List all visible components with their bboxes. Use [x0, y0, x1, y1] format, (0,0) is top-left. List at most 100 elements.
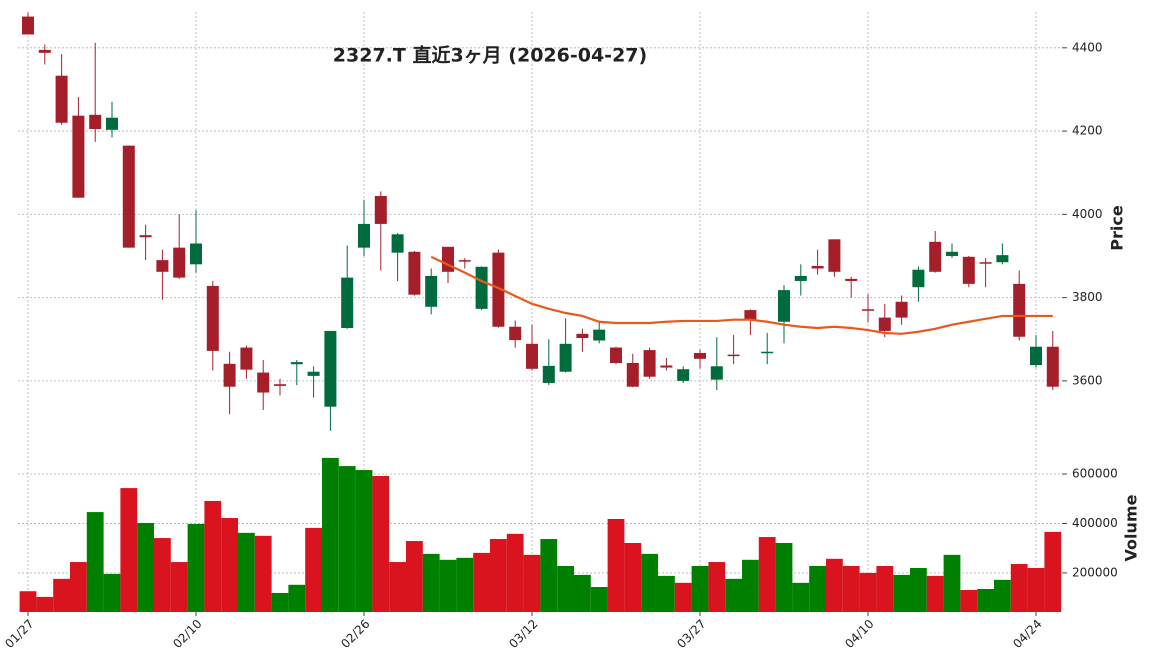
- candle-body: [341, 277, 354, 329]
- volume-bar: [926, 575, 944, 612]
- volume-bar: [137, 522, 154, 612]
- candle-body: [274, 384, 286, 386]
- candle-body: [962, 256, 975, 284]
- volume-bar: [574, 574, 591, 612]
- y-tick-label: 3800: [1072, 290, 1103, 304]
- volume-bar: [691, 565, 709, 612]
- volume-bar: [389, 562, 406, 612]
- volume-bar: [473, 552, 490, 612]
- candle-body: [542, 365, 555, 383]
- y-tick-label: 4400: [1072, 40, 1103, 54]
- volume-bar: [758, 537, 776, 612]
- candle-body: [89, 114, 102, 129]
- volume-bar: [725, 578, 742, 612]
- candle-body: [139, 235, 152, 238]
- volume-bar: [406, 541, 423, 612]
- candle-body: [408, 251, 421, 295]
- candle-body: [122, 145, 135, 248]
- volume-bar: [154, 538, 171, 612]
- y-tick-label: 4000: [1072, 207, 1103, 221]
- candle-body: [862, 309, 874, 311]
- volume-bar: [826, 558, 843, 612]
- volume-bar: [305, 527, 322, 612]
- candle-body: [223, 363, 236, 387]
- volume-bar: [607, 519, 625, 612]
- volume-bar: [876, 565, 894, 612]
- volume-bar: [187, 523, 205, 612]
- candle-body: [828, 239, 841, 272]
- candle-body: [358, 223, 370, 248]
- volume-bar: [590, 587, 608, 612]
- volume-bar: [994, 579, 1011, 612]
- volume-bar: [540, 539, 558, 612]
- candle-body: [391, 234, 404, 253]
- volume-bar: [271, 592, 289, 612]
- volume-bar: [1010, 564, 1028, 612]
- volume-bar: [120, 488, 138, 612]
- volume-bar: [893, 574, 910, 612]
- x-tick-label: 02/26: [338, 617, 372, 651]
- candle-body: [173, 247, 186, 278]
- volume-bar: [372, 475, 390, 612]
- candle-body: [307, 371, 320, 376]
- price-axis-label: Price: [1108, 205, 1127, 251]
- volume-bar: [960, 589, 978, 612]
- candle-body: [106, 117, 118, 130]
- candle-body: [929, 241, 942, 272]
- volume-bar: [36, 596, 54, 612]
- x-tick-label: 04/24: [1010, 617, 1044, 651]
- candle-body: [559, 343, 572, 372]
- volume-bar: [1044, 531, 1062, 612]
- candle-body: [55, 75, 68, 123]
- volume-bar: [456, 557, 474, 612]
- candle-body: [710, 366, 723, 380]
- y-tick-label: 200000: [1072, 565, 1118, 579]
- candle-body: [190, 243, 202, 265]
- candle-body: [660, 365, 673, 368]
- volume-bar: [708, 562, 726, 612]
- candle-body: [72, 115, 85, 198]
- candle-body: [996, 255, 1009, 263]
- volume-bar: [859, 572, 877, 612]
- x-tick-label: 04/10: [842, 617, 876, 651]
- volume-bar: [439, 559, 457, 612]
- candle-body: [526, 343, 538, 369]
- volume-bar: [809, 565, 826, 612]
- x-tick-label: 02/10: [170, 617, 204, 651]
- volume-bar: [943, 554, 961, 612]
- candle-body: [979, 262, 992, 264]
- volume-bar: [19, 591, 37, 612]
- volume-bar: [792, 582, 810, 612]
- volume-bar: [204, 500, 222, 612]
- volume-bar: [238, 532, 255, 612]
- y-tick-label: 3600: [1072, 373, 1103, 387]
- volume-bar: [53, 578, 70, 612]
- candle-body: [257, 372, 270, 393]
- candle-body: [811, 265, 824, 269]
- candle-body: [794, 275, 807, 281]
- candle-body: [593, 329, 606, 341]
- candle-body: [22, 16, 34, 35]
- moving-average-line: [430, 255, 1053, 335]
- candle-body: [694, 352, 706, 359]
- volume-bar: [254, 535, 272, 612]
- x-tick-label: 03/27: [674, 617, 708, 651]
- candle-body: [878, 317, 891, 331]
- candle-body: [509, 326, 522, 341]
- volume-bar: [557, 565, 574, 612]
- candle-body: [442, 246, 454, 272]
- candle-body: [845, 278, 858, 281]
- volume-bar: [490, 539, 507, 612]
- volume-bar: [775, 542, 793, 612]
- candle-body: [727, 354, 740, 357]
- candle-body: [677, 369, 690, 381]
- volume-bar: [624, 542, 642, 612]
- candle-body: [425, 275, 438, 307]
- candle-body: [626, 362, 639, 387]
- candle-body: [492, 252, 505, 327]
- candle-body: [458, 260, 471, 262]
- x-tick-label: 03/12: [506, 617, 540, 651]
- volume-bar: [977, 588, 994, 612]
- candle-body: [946, 251, 958, 256]
